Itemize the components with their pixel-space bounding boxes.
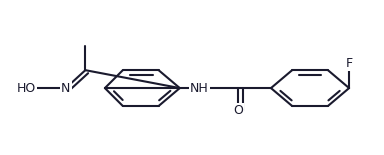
Text: HO: HO (17, 82, 36, 95)
Text: N: N (61, 82, 71, 95)
Text: O: O (233, 104, 243, 117)
Text: NH: NH (190, 82, 209, 95)
Text: F: F (346, 57, 353, 70)
